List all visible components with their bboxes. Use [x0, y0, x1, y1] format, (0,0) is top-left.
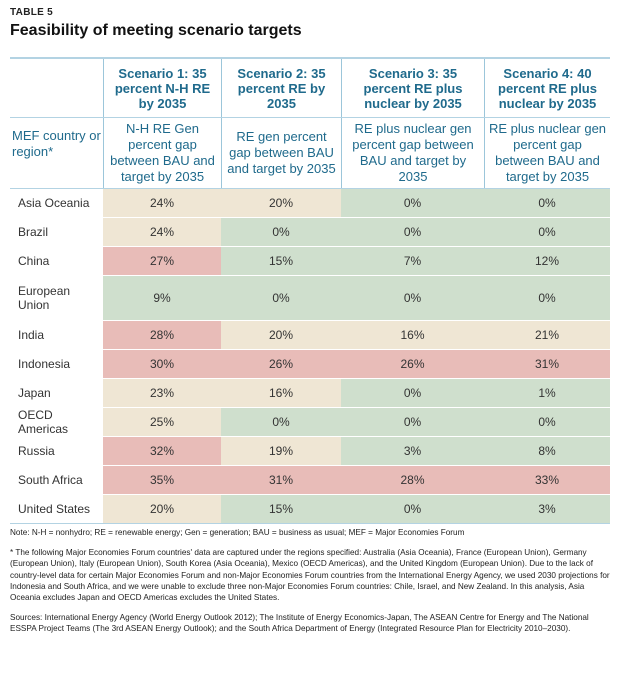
header-scenario-2: Scenario 2: 35 percent RE by 2035: [221, 59, 341, 117]
region-name: India: [18, 328, 45, 342]
gap-cell: 19%: [221, 437, 341, 465]
header-scenario-1: Scenario 1: 35 percent N-H RE by 2035: [103, 59, 221, 117]
table-row: India 28% 20% 16% 21%: [10, 321, 610, 350]
gap-cell: 0%: [221, 408, 341, 436]
gap-cell: 0%: [341, 218, 484, 246]
region-name: OECD Americas: [18, 408, 69, 436]
gap-cell: 9%: [103, 276, 221, 320]
gap-cell: 0%: [221, 276, 341, 320]
gap-cell: 24%: [103, 218, 221, 246]
gap-cell: 27%: [103, 247, 221, 275]
gap-cell: 33%: [484, 466, 610, 494]
region-name: Asia Oceania: [18, 196, 90, 210]
gap-cell: 15%: [221, 495, 341, 523]
gap-cell: 30%: [103, 350, 221, 378]
gap-cell: 31%: [221, 466, 341, 494]
subheader-scenario-2: RE gen percent gap between BAU and targe…: [221, 118, 341, 188]
gap-cell: 16%: [221, 379, 341, 407]
gap-cell: 0%: [341, 495, 484, 523]
subheader-row: MEF country or region* N-H RE Gen percen…: [10, 117, 610, 189]
gap-cell: 0%: [341, 276, 484, 320]
gap-cell: 0%: [341, 189, 484, 217]
table-row: China 27% 15% 7% 12%: [10, 247, 610, 276]
region-name: China: [18, 254, 50, 268]
subheader-scenario-3: RE plus nuclear gen percent gap between …: [341, 118, 484, 188]
gap-cell: 0%: [484, 276, 610, 320]
gap-cell: 0%: [341, 408, 484, 436]
table-row: Japan 23% 16% 0% 1%: [10, 379, 610, 408]
gap-cell: 28%: [341, 466, 484, 494]
gap-cell: 28%: [103, 321, 221, 349]
gap-cell: 31%: [484, 350, 610, 378]
table-row: United States 20% 15% 0% 3%: [10, 495, 610, 524]
region-name: Indonesia: [18, 357, 71, 371]
gap-cell: 0%: [341, 379, 484, 407]
gap-cell: 8%: [484, 437, 610, 465]
header-blank: [10, 59, 103, 117]
table-row: Indonesia 30% 26% 26% 31%: [10, 350, 610, 379]
region-name: Brazil: [18, 225, 49, 239]
gap-cell: 35%: [103, 466, 221, 494]
subheader-scenario-1: N-H RE Gen percent gap between BAU and t…: [103, 118, 221, 188]
table-row: European Union 9% 0% 0% 0%: [10, 276, 610, 321]
gap-cell: 3%: [341, 437, 484, 465]
subheader-scenario-4: RE plus nuclear gen percent gap between …: [484, 118, 610, 188]
table-row: South Africa 35% 31% 28% 33%: [10, 466, 610, 495]
table-label: TABLE 5: [10, 7, 54, 18]
gap-cell: 20%: [221, 189, 341, 217]
table-notes: Note: N-H = nonhydro; RE = renewable ene…: [10, 527, 610, 644]
gap-cell: 26%: [341, 350, 484, 378]
header-scenario-4: Scenario 4: 40 percent RE plus nuclear b…: [484, 59, 610, 117]
region-column-header: MEF country or region*: [12, 128, 101, 159]
gap-cell: 12%: [484, 247, 610, 275]
gap-cell: 32%: [103, 437, 221, 465]
region-name: Japan: [18, 386, 51, 400]
region-name: South Africa: [18, 473, 83, 487]
region-name: Russia: [18, 444, 55, 458]
gap-cell: 21%: [484, 321, 610, 349]
gap-cell: 24%: [103, 189, 221, 217]
table-row: Brazil 24% 0% 0% 0%: [10, 218, 610, 247]
gap-cell: 0%: [484, 189, 610, 217]
gap-cell: 20%: [103, 495, 221, 523]
gap-cell: 15%: [221, 247, 341, 275]
gap-cell: 25%: [103, 408, 221, 436]
gap-cell: 0%: [221, 218, 341, 246]
table-row: Asia Oceania 24% 20% 0% 0%: [10, 189, 610, 218]
gap-cell: 0%: [484, 218, 610, 246]
table-row: OECD Americas 25% 0% 0% 0%: [10, 408, 610, 437]
sources-note: Sources: International Energy Agency (Wo…: [10, 613, 589, 634]
abbreviation-note: Note: N-H = nonhydro; RE = renewable ene…: [10, 528, 465, 537]
gap-cell: 20%: [221, 321, 341, 349]
scenario-header-row: Scenario 1: 35 percent N-H RE by 2035 Sc…: [10, 59, 610, 117]
table-row: Russia 32% 19% 3% 8%: [10, 437, 610, 466]
feasibility-table: Scenario 1: 35 percent N-H RE by 2035 Sc…: [10, 57, 610, 524]
gap-cell: 3%: [484, 495, 610, 523]
gap-cell: 0%: [484, 408, 610, 436]
region-name: European Union: [18, 284, 71, 312]
table-title: Feasibility of meeting scenario targets: [10, 22, 302, 39]
region-footnote: * The following Major Economies Forum co…: [10, 548, 610, 603]
region-name: United States: [18, 502, 91, 516]
header-scenario-3: Scenario 3: 35 percent RE plus nuclear b…: [341, 59, 484, 117]
gap-cell: 23%: [103, 379, 221, 407]
gap-cell: 7%: [341, 247, 484, 275]
gap-cell: 1%: [484, 379, 610, 407]
gap-cell: 16%: [341, 321, 484, 349]
gap-cell: 26%: [221, 350, 341, 378]
